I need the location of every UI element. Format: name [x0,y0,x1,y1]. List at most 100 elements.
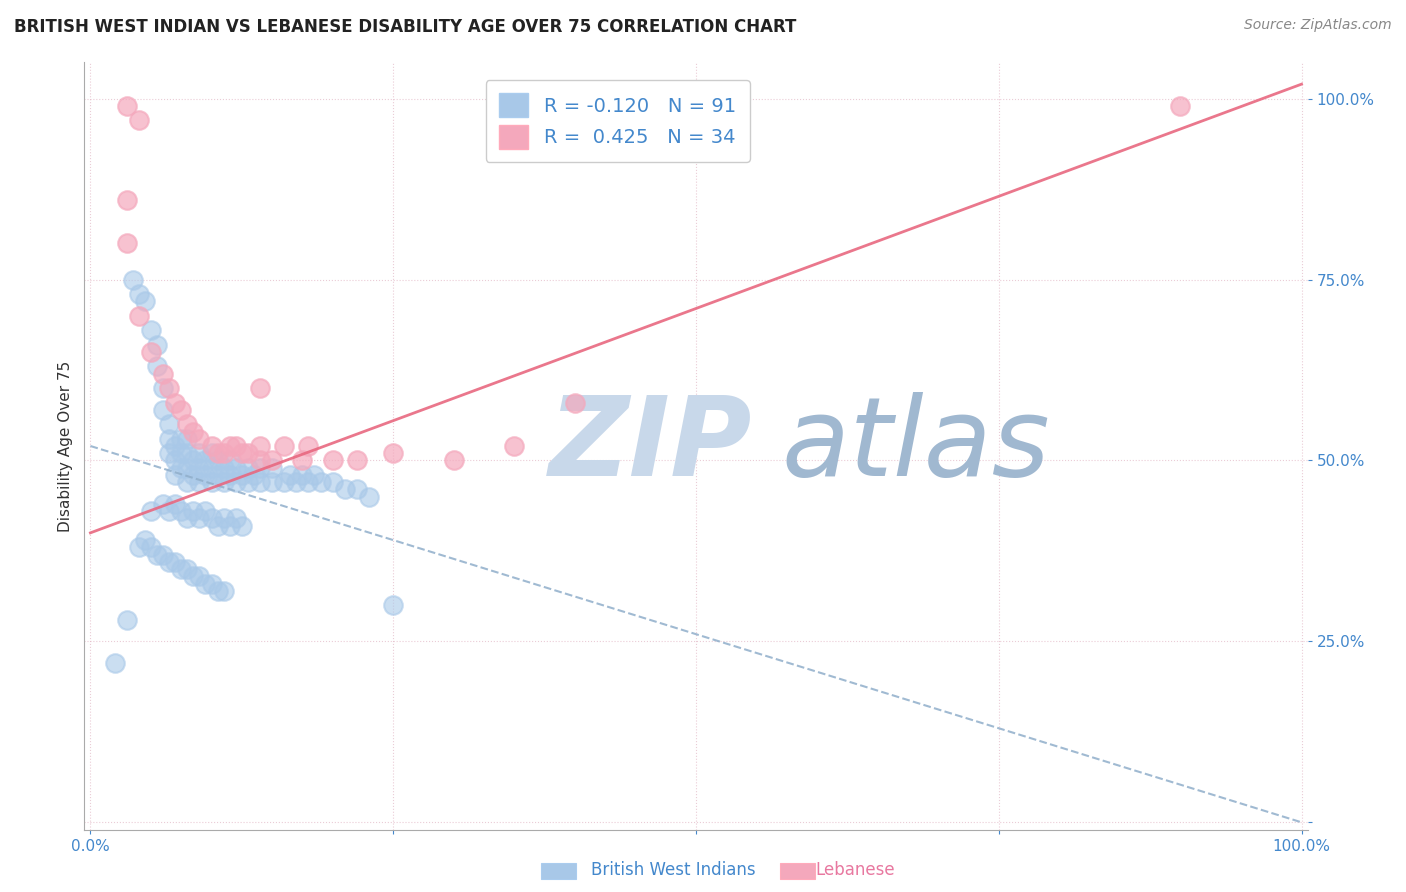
Point [170,460,193,475]
Point [139,541,162,555]
Point [157,446,180,460]
Point [176,475,198,490]
Point [157,504,180,518]
Point [176,511,198,525]
Point [225,511,247,525]
Point [207,518,229,533]
Point [115,193,138,207]
Point [188,432,211,446]
Point [212,460,235,475]
Point [134,294,156,309]
Point [291,467,314,482]
Point [146,359,169,374]
Text: Source: ZipAtlas.com: Source: ZipAtlas.com [1244,18,1392,32]
Point [165,439,187,453]
Legend: R = -0.120   N = 91, R =  0.425   N = 34: R = -0.120 N = 91, R = 0.425 N = 34 [485,79,749,162]
Point [188,569,211,583]
Point [128,541,150,555]
Point [139,345,162,359]
Point [165,395,187,409]
Point [170,432,193,446]
Point [170,402,193,417]
Point [152,367,174,381]
Point [194,453,217,467]
Text: ZIP: ZIP [550,392,752,500]
Point [262,460,284,475]
Point [212,446,235,460]
Point [165,555,187,569]
Text: British West Indians: British West Indians [591,861,755,879]
Point [188,511,211,525]
Point [207,453,229,467]
Point [243,467,266,482]
Point [212,475,235,490]
Point [262,475,284,490]
Point [194,504,217,518]
Point [249,460,271,475]
Point [231,518,253,533]
Point [200,446,222,460]
Point [231,467,253,482]
Point [170,504,193,518]
Point [115,99,138,113]
Point [322,453,344,467]
Point [165,497,187,511]
Point [157,432,180,446]
Point [200,576,222,591]
Point [183,504,205,518]
Point [188,475,211,490]
Point [194,467,217,482]
Point [285,475,308,490]
Point [382,446,405,460]
Point [157,417,180,432]
Point [357,490,380,504]
Point [146,337,169,351]
Point [128,309,150,323]
Point [273,475,295,490]
Point [273,439,295,453]
Point [262,453,284,467]
Text: Lebanese: Lebanese [815,861,896,879]
Point [249,453,271,467]
Point [194,576,217,591]
Point [200,475,222,490]
Point [200,460,222,475]
Point [225,460,247,475]
Point [176,417,198,432]
Point [188,446,211,460]
Point [304,467,326,482]
Point [165,453,187,467]
Point [152,497,174,511]
Point [218,453,240,467]
Point [225,475,247,490]
Point [115,613,138,627]
Point [291,453,314,467]
Point [207,467,229,482]
Point [188,460,211,475]
Point [134,533,156,547]
Point [183,453,205,467]
Point [236,446,259,460]
Point [176,432,198,446]
Text: BRITISH WEST INDIAN VS LEBANESE DISABILITY AGE OVER 75 CORRELATION CHART: BRITISH WEST INDIAN VS LEBANESE DISABILI… [14,18,796,36]
Point [218,467,240,482]
Point [218,439,240,453]
Point [207,583,229,598]
Point [115,236,138,251]
Point [200,511,222,525]
Point [176,460,198,475]
Point [249,475,271,490]
Point [170,562,193,576]
Point [382,598,405,612]
Point [218,518,240,533]
Point [297,439,319,453]
Point [297,475,319,490]
Point [333,483,356,497]
Point [121,272,143,286]
Point [231,446,253,460]
Point [278,467,301,482]
Point [200,439,222,453]
Point [212,511,235,525]
Point [183,425,205,439]
Point [225,439,247,453]
